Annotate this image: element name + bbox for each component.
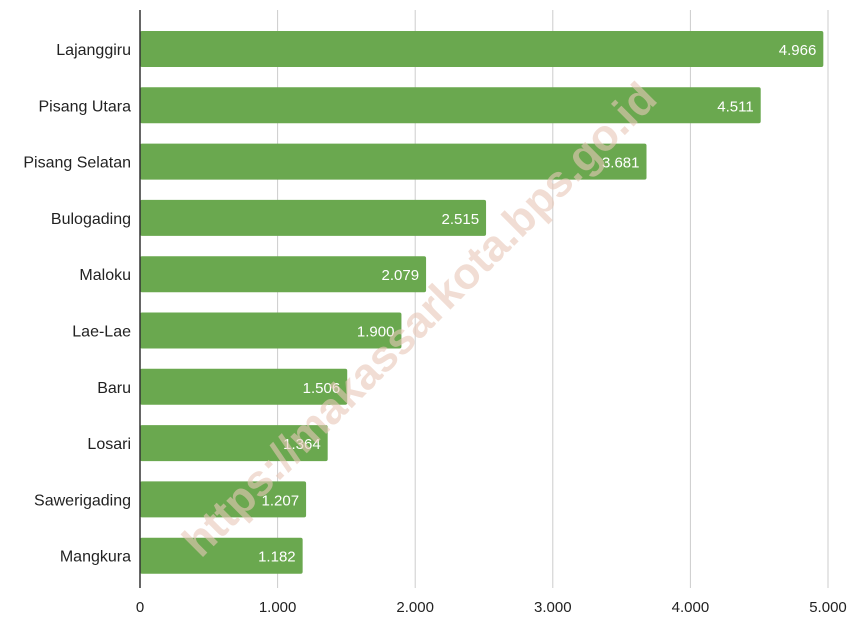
category-label: Losari [87,436,131,453]
bar [140,368,348,405]
category-label: Lajanggiru [56,42,131,59]
bar [140,537,303,574]
data-label: 2.515 [442,211,480,228]
data-label: 4.511 [717,98,753,115]
data-label: 3.681 [602,155,640,172]
data-label: 1.364 [283,436,321,453]
category-label: Pisang Selatan [23,155,131,172]
x-tick-label: 2.000 [396,599,434,616]
x-tick-label: 5.000 [809,599,847,616]
x-tick-label: 3.000 [534,599,572,616]
bar [140,199,487,236]
bar [140,481,307,518]
bars [140,31,824,574]
category-label: Sawerigading [34,492,131,509]
bar [140,143,647,180]
data-label: 1.207 [262,492,300,509]
data-label: 4.966 [779,42,817,59]
x-tick-label: 0 [136,599,144,616]
labels: 0 1.000 2.000 3.000 4.000 5.000 Lajanggiru 4.96… [23,42,846,616]
bar [140,425,328,462]
category-label: Maloku [79,267,131,284]
x-tick-label: 4.000 [672,599,710,616]
category-label: Bulogading [51,211,131,228]
bar [140,256,427,293]
data-label: 1.182 [258,549,296,566]
category-label: Pisang Utara [39,98,132,115]
bar [140,87,761,124]
x-tick-label: 1.000 [259,599,297,616]
data-label: 1.900 [357,324,395,341]
bar [140,31,824,67]
category-label: Baru [97,380,131,397]
bar [140,312,402,349]
data-label: 1.506 [303,380,341,397]
category-label: Mangkura [60,549,131,566]
category-label: Lae-Lae [72,324,131,341]
data-label: 2.079 [382,267,420,284]
